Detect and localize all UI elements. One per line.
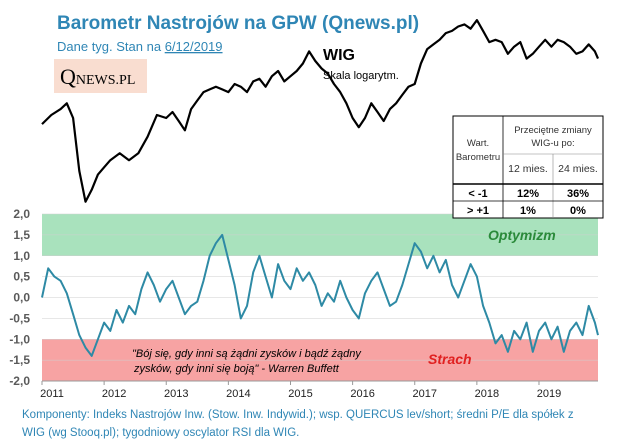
subtitle-prefix: Dane tyg. Stan na xyxy=(57,39,165,54)
optimism-label: Optymizm xyxy=(488,227,556,243)
table-sub-24: 24 mies. xyxy=(558,163,598,175)
x-tick-label: 2011 xyxy=(40,388,64,400)
wig-sublabel: Skala logarytm. xyxy=(323,70,399,82)
series-line-barometr xyxy=(41,233,599,357)
y-tick-label: 1,5 xyxy=(13,228,30,242)
stats-table: Wart. Barometru Przeciętne zmiany WIG-u … xyxy=(452,115,604,219)
logo-q: Q xyxy=(60,64,76,89)
series-line-wig xyxy=(41,19,600,203)
x-tick-label: 2019 xyxy=(537,388,561,400)
wig-label: WIG xyxy=(323,47,355,64)
x-tick-label: 2016 xyxy=(350,388,374,400)
y-tick-label: 0,5 xyxy=(13,270,30,284)
table-row-1-24m: 36% xyxy=(567,188,589,200)
subtitle-date: 6/12/2019 xyxy=(165,39,223,54)
x-tick-label: 2012 xyxy=(102,388,126,400)
footer-line-1: Komponenty: Indeks Nastrojów Inw. (Stow.… xyxy=(22,409,574,421)
table-row-1-12m: 12% xyxy=(517,188,539,200)
x-tick-label: 2018 xyxy=(475,388,499,400)
chart-title: Barometr Nastrojów na GPW (Qnews.pl) xyxy=(57,13,419,34)
gridlines xyxy=(42,213,598,382)
table-header-col1-line1: Wart. xyxy=(467,138,489,149)
x-axis: 2011 2012 2013 2014 2015 2016 2017 2018 2019 xyxy=(40,381,561,400)
x-tick-label: 2015 xyxy=(288,388,312,400)
table-row-2-12m: 1% xyxy=(520,205,536,217)
y-tick-label: -0,5 xyxy=(9,311,30,325)
table-header-span-line1: Przeciętne zmiany xyxy=(514,125,592,136)
fear-label: Strach xyxy=(428,351,472,367)
quote-line-2: zysków, gdy inni się boją" - Warren Buff… xyxy=(133,363,340,375)
logo-text: QNEWS.PL xyxy=(60,64,135,89)
table-header-span-line2: WIG-u po: xyxy=(531,138,574,149)
y-tick-label: -1,0 xyxy=(9,332,30,346)
y-tick-label: -1,5 xyxy=(9,353,30,367)
footer-line-2: WIG (wg Stooq.pl); tygodniowy oscylator … xyxy=(22,427,299,439)
table-row-2-label: > +1 xyxy=(467,205,489,217)
table-row-1-label: < -1 xyxy=(468,188,487,200)
x-tick-label: 2014 xyxy=(226,388,250,400)
y-tick-label: -2,0 xyxy=(9,374,30,388)
table-sub-12: 12 mies. xyxy=(508,163,548,175)
x-tick-label: 2013 xyxy=(164,388,188,400)
logo-rest: NEWS.PL xyxy=(76,73,136,88)
table-row-2-24m: 0% xyxy=(570,205,586,217)
y-tick-label: 0,0 xyxy=(13,291,30,305)
y-tick-label: 1,0 xyxy=(13,249,30,263)
quote-line-1: "Bój się, gdy inni są żądni zysków i bąd… xyxy=(132,348,362,360)
x-tick-label: 2017 xyxy=(412,388,436,400)
y-tick-label: 2,0 xyxy=(13,207,30,221)
qnews-logo: QNEWS.PL xyxy=(54,59,147,93)
chart-subtitle: Dane tyg. Stan na 6/12/2019 xyxy=(57,39,223,54)
table-header-col1-line2: Barometru xyxy=(456,152,500,163)
y-axis: 2,0 1,5 1,0 0,5 0,0 -0,5 -1,0 -1,5 -2,0 xyxy=(9,207,30,388)
